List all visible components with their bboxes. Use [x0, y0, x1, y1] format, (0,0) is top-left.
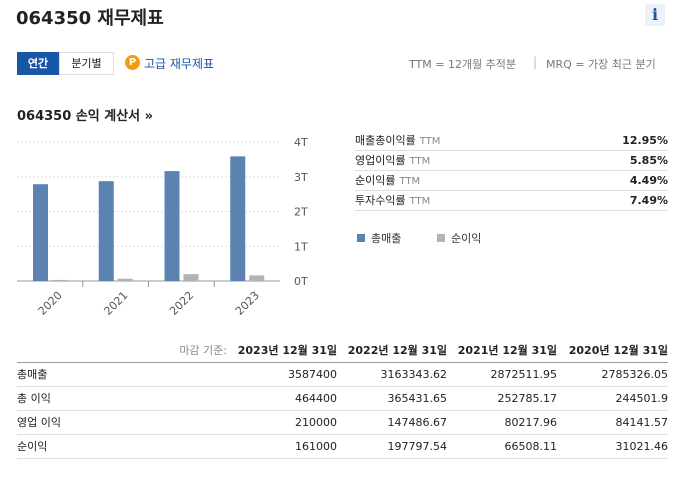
y-tick-label: 0T: [294, 275, 308, 288]
info-icon[interactable]: i: [645, 4, 665, 26]
ratio-row: 매출총이익률 TTM 12.95%: [355, 131, 668, 151]
cell-value: 80217.96: [504, 416, 558, 429]
table-header: 마감 기준: 2023년 12월 31일 2022년 12월 31일 2021년 12…: [17, 340, 668, 363]
ratio-label: 투자수익률: [355, 194, 406, 207]
bar: [98, 181, 114, 281]
legend-label: 총매출: [371, 232, 401, 245]
separator: |: [533, 55, 538, 69]
table-row: 순이익 161000 197797.54 66508.11 31021.46: [17, 435, 668, 459]
legend-swatch: [357, 234, 365, 242]
premium-link[interactable]: 고급 재무제표: [144, 57, 215, 71]
section-title[interactable]: 064350 손익 계산서 »: [17, 109, 154, 124]
cell-value: 161000: [295, 440, 337, 453]
table-row: 총 이익 464400 365431.65 252785.17 244501.9: [17, 387, 668, 411]
chart: 0T 1T 2T 3T 4T 2020 2021 2022 2023 총매출 순이익: [17, 136, 481, 318]
row-label: 영업 이익: [17, 416, 61, 429]
ratio-value: 4.49%: [629, 174, 668, 187]
column-header: 2020년 12월 31일: [568, 344, 668, 357]
ratio-basis: TTM: [409, 156, 431, 167]
cell-value: 3587400: [288, 368, 337, 381]
cell-value: 197797.54: [387, 440, 448, 453]
column-header: 2021년 12월 31일: [457, 344, 557, 357]
cell-value: 464400: [295, 392, 337, 405]
premium-icon: P: [125, 55, 140, 70]
bar: [230, 156, 246, 281]
column-header: 2023년 12월 31일: [237, 344, 337, 357]
ratio-row: 순이익률 TTM 4.49%: [355, 171, 668, 191]
ratio-basis: TTM: [419, 136, 441, 147]
cell-value: 365431.65: [387, 392, 448, 405]
row-label: 총매출: [17, 368, 48, 381]
cell-value: 147486.67: [387, 416, 448, 429]
bar: [52, 279, 67, 281]
ratio-basis: TTM: [399, 176, 421, 187]
bar: [164, 171, 180, 281]
y-tick-label: 2T: [294, 206, 308, 219]
row-label: 순이익: [17, 440, 48, 453]
x-tick-label: 2020: [36, 289, 65, 318]
table-row: 총매출 3587400 3163343.62 2872511.95 2785326.05: [17, 363, 668, 387]
ratio-value: 7.49%: [629, 194, 668, 207]
cell-value: 210000: [295, 416, 337, 429]
x-tick-label: 2023: [233, 289, 262, 318]
x-tick-label: 2022: [167, 289, 196, 318]
cell-value: 244501.9: [615, 392, 669, 405]
x-tick-label: 2021: [101, 289, 130, 318]
bar: [117, 278, 133, 281]
page-title: 064350 재무제표: [16, 8, 164, 29]
y-tick-label: 3T: [294, 171, 308, 184]
column-header: 2022년 12월 31일: [347, 344, 447, 357]
ratio-value: 5.85%: [629, 154, 668, 167]
ratio-row: 투자수익률 TTM 7.49%: [355, 191, 668, 211]
cell-value: 31021.46: [615, 440, 669, 453]
y-tick-label: 1T: [294, 240, 308, 253]
income-table: 마감 기준: 2023년 12월 31일 2022년 12월 31일 2021년 12…: [17, 340, 668, 459]
row-label: 총 이익: [17, 392, 51, 405]
ratio-basis: TTM: [409, 196, 431, 207]
tab-quarterly[interactable]: 분기별: [59, 52, 114, 75]
ratio-row: 영업이익률 TTM 5.85%: [355, 151, 668, 171]
cell-value: 2785326.05: [601, 368, 668, 381]
cell-value: 84141.57: [615, 416, 669, 429]
ratio-label: 매출총이익률: [355, 134, 416, 147]
ratio-label: 순이익률: [355, 174, 396, 187]
bar: [33, 184, 48, 281]
ratio-label: 영업이익률: [355, 154, 406, 167]
bar: [249, 275, 265, 281]
ratio-value: 12.95%: [622, 134, 668, 147]
tab-annual[interactable]: 연간: [17, 52, 59, 75]
bar: [183, 274, 199, 281]
column-header: 마감 기준:: [179, 344, 227, 357]
legend-swatch: [437, 234, 445, 242]
ttm-note: TTM = 12개월 추적분: [409, 58, 517, 71]
y-tick-label: 4T: [294, 136, 308, 149]
table-row: 영업 이익 210000 147486.67 80217.96 84141.57: [17, 411, 668, 435]
cell-value: 2872511.95: [490, 368, 557, 381]
legend-label: 순이익: [451, 232, 481, 245]
cell-value: 66508.11: [504, 440, 558, 453]
cell-value: 3163343.62: [380, 368, 447, 381]
mrq-note: MRQ = 가장 최근 분기: [546, 58, 656, 71]
ratio-list: 매출총이익률 TTM 12.95% 영업이익률 TTM 5.85% 순이익률 TTM 4.49%…: [355, 131, 668, 211]
cell-value: 252785.17: [497, 392, 558, 405]
